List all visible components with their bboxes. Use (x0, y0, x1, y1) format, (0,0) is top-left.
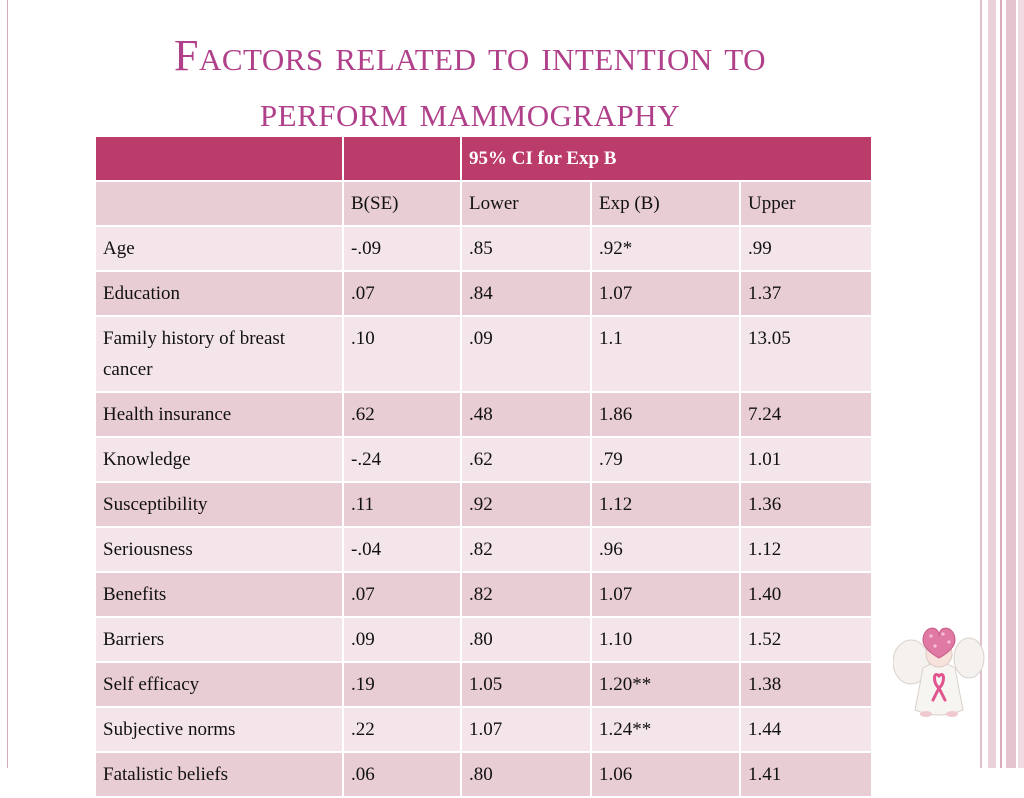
header-empty-cell (94, 135, 344, 182)
table-cell: .92 (460, 481, 592, 528)
table-cell: 1.44 (738, 706, 874, 753)
table-cell: 1.24** (590, 706, 741, 753)
column-header: Upper (738, 180, 874, 227)
table-cell: .82 (460, 571, 592, 618)
ci-group-header: 95% CI for Exp B (459, 135, 874, 182)
left-border-line (7, 0, 8, 768)
table-cell: .09 (342, 616, 462, 663)
table-cell: .85 (460, 225, 592, 272)
table-cell: -.24 (342, 436, 462, 483)
table-cell: .79 (590, 436, 741, 483)
factors-table: 95% CI for Exp B B(SE) Lower Exp (B) Upp… (94, 135, 874, 798)
table-cell: .48 (460, 391, 592, 438)
column-header: Lower (460, 180, 592, 227)
table-cell: 1.1 (590, 315, 741, 393)
table-cell: 7.24 (738, 391, 874, 438)
table-cell: 1.52 (738, 616, 874, 663)
table-cell: .07 (342, 270, 462, 317)
column-header (94, 180, 344, 227)
factor-name-cell: Family history of breast cancer (94, 315, 344, 393)
table-cell: 1.05 (460, 661, 592, 708)
factor-name-cell: Age (94, 225, 344, 272)
factor-name-cell: Self efficacy (94, 661, 344, 708)
table-cell: 1.36 (738, 481, 874, 528)
table-body: Age -.09.85.92* .99 Education .07.84 1.07 1.37… (94, 225, 874, 798)
table-cell: .10 (342, 315, 462, 393)
table-cell: 13.05 (738, 315, 874, 393)
table-cell: .11 (342, 481, 462, 528)
table-cell: 1.41 (738, 751, 874, 798)
table-cell: 1.07 (460, 706, 592, 753)
table-cell: 1.20** (590, 661, 741, 708)
table-cell: .82 (460, 526, 592, 573)
table-cell: .96 (590, 526, 741, 573)
table-cell: .06 (342, 751, 462, 798)
factor-name-cell: Susceptibility (94, 481, 344, 528)
table-cell: 1.12 (738, 526, 874, 573)
table-row: Seriousness -.04.82.96 1.12 (94, 526, 874, 573)
table-cell: 1.07 (590, 571, 741, 618)
table-row: Education .07.84 1.07 1.37 (94, 270, 874, 317)
table-cell: .80 (460, 616, 592, 663)
factor-name-cell: Health insurance (94, 391, 344, 438)
table-cell: .92* (590, 225, 741, 272)
table-cell: .62 (342, 391, 462, 438)
factor-name-cell: Subjective norms (94, 706, 344, 753)
table-cell: .07 (342, 571, 462, 618)
table-row: Subjective norms .22 1.07 1.24** 1.44 (94, 706, 874, 753)
table-row: Knowledge -.24.62.79 1.01 (94, 436, 874, 483)
table-cell: -.04 (342, 526, 462, 573)
table-cell: 1.38 (738, 661, 874, 708)
table-cell: .19 (342, 661, 462, 708)
table-row: Benefits .07.82 1.07 1.40 (94, 571, 874, 618)
slide-title: Factors related to intention to perform … (120, 28, 820, 140)
table-cell: .62 (460, 436, 592, 483)
factor-name-cell: Fatalistic beliefs (94, 751, 344, 798)
table-group-header-row: 95% CI for Exp B (94, 135, 874, 182)
table-cell: 1.37 (738, 270, 874, 317)
table-cell: 1.01 (738, 436, 874, 483)
header-empty-cell (342, 135, 462, 182)
table-row: Health insurance .62.48 1.86 7.24 (94, 391, 874, 438)
table-cell: 1.06 (590, 751, 741, 798)
table-cell: 1.10 (590, 616, 741, 663)
table-row: Self efficacy .19 1.05 1.20** 1.38 (94, 661, 874, 708)
table-row: Fatalistic beliefs .06.80 1.06 1.41 (94, 751, 874, 798)
table-row: Family history of breast cancer .10.09 1.1… (94, 315, 874, 393)
table-row: Barriers .09.80 1.10 1.52 (94, 616, 874, 663)
table-row: Susceptibility .11.92 1.12 1.36 (94, 481, 874, 528)
factor-name-cell: Education (94, 270, 344, 317)
factor-name-cell: Seriousness (94, 526, 344, 573)
table-cell: .84 (460, 270, 592, 317)
table-cell: .80 (460, 751, 592, 798)
factor-name-cell: Benefits (94, 571, 344, 618)
table-cell: 1.40 (738, 571, 874, 618)
factor-name-cell: Barriers (94, 616, 344, 663)
table-cell: 1.86 (590, 391, 741, 438)
table-row: Age -.09.85.92* .99 (94, 225, 874, 272)
table-cell: .99 (738, 225, 874, 272)
column-header: B(SE) (342, 180, 462, 227)
table-cell: .22 (342, 706, 462, 753)
pink-ribbon-angel-icon (893, 627, 985, 717)
column-header: Exp (B) (590, 180, 741, 227)
slide-title-line-1: Factors related to intention to (173, 31, 766, 80)
factor-name-cell: Knowledge (94, 436, 344, 483)
table-cell: 1.07 (590, 270, 741, 317)
right-decorative-stripes (980, 0, 1024, 768)
slide-title-line-2: perform mammography (259, 87, 681, 136)
table-cell: 1.12 (590, 481, 741, 528)
table-cell: .09 (460, 315, 592, 393)
table-cell: -.09 (342, 225, 462, 272)
table-column-header-row: B(SE) Lower Exp (B) Upper (94, 180, 874, 227)
